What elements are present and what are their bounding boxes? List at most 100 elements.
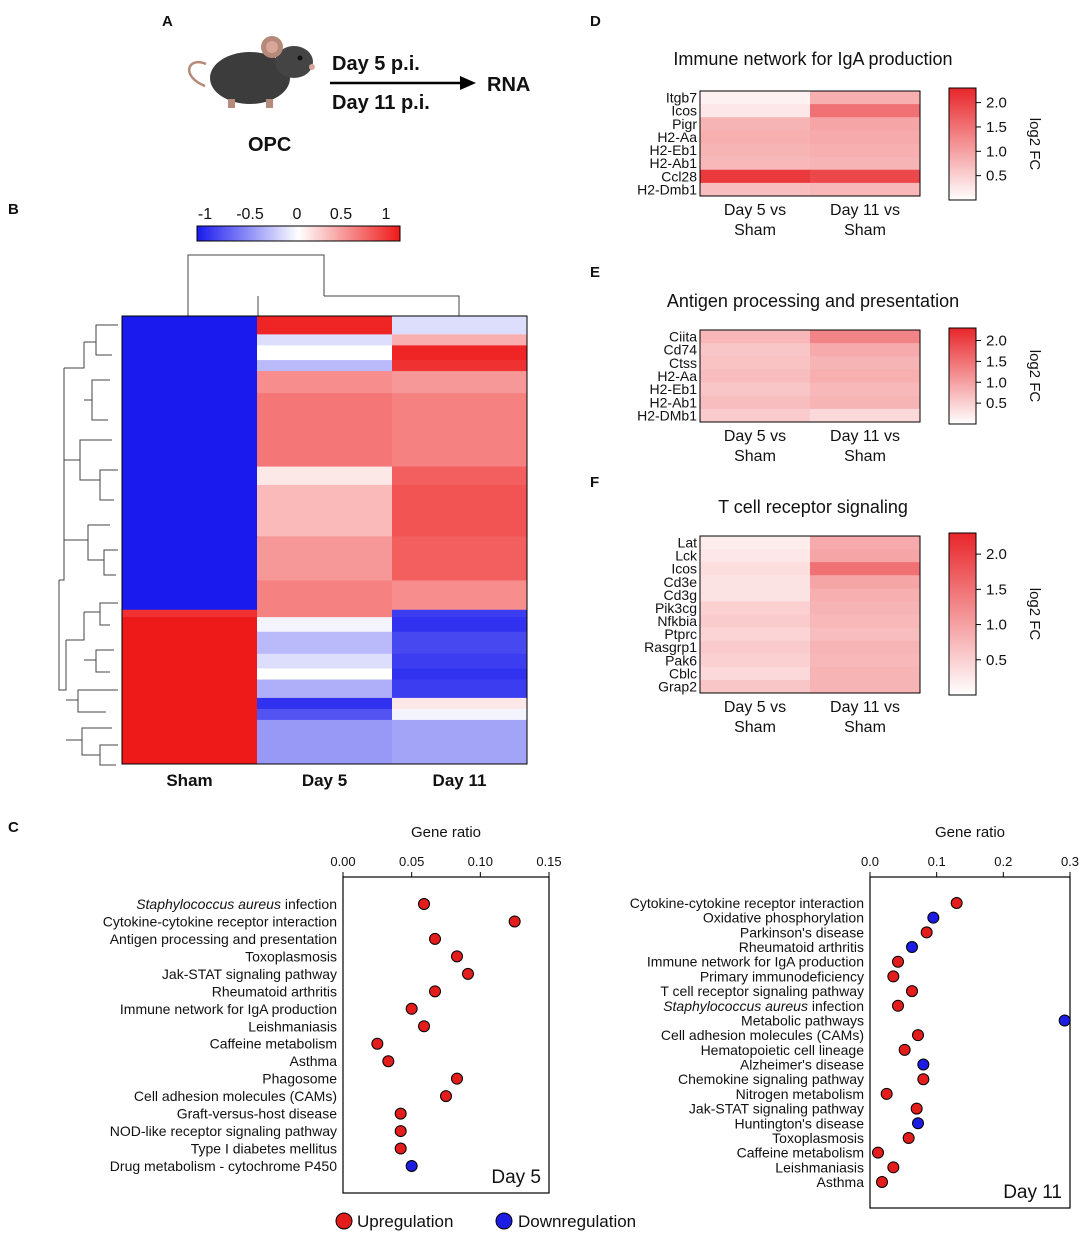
heatmap-cell <box>700 169 811 184</box>
heatmap-column-label: Day 11 vs Sham <box>830 428 900 465</box>
dotplot-point <box>912 1117 924 1130</box>
heatmap-cell <box>700 627 811 642</box>
dotplot-category-label: Metabolic pathways <box>741 1012 864 1028</box>
heatmap-b-cell <box>257 334 393 346</box>
heatmap-cell <box>810 382 921 397</box>
heatmap-b-cell <box>392 580 528 611</box>
rna-label: RNA <box>487 74 530 96</box>
heatmap-cell <box>700 536 811 550</box>
heatmap-cell <box>810 91 921 105</box>
heatmap-b-cell <box>122 484 258 537</box>
dotplot-point <box>876 1176 888 1188</box>
heatmap-row-label: H2-Aa <box>657 129 697 145</box>
heatmap-row-label: Ccl28 <box>661 168 697 184</box>
dotplot-category-label: Cell adhesion molecules (CAMs) <box>134 1088 337 1104</box>
dotplot-category-label: Leishmaniasis <box>775 1159 864 1175</box>
heatmap-cell <box>810 627 921 642</box>
panel-e-letter: E <box>590 264 600 281</box>
heatmap-cell <box>810 369 921 383</box>
heatmap-b-cell <box>122 360 258 372</box>
dotplot-point <box>910 1102 923 1115</box>
heatmap-row-label: Lat <box>678 535 698 551</box>
heatmap-title: Antigen processing and presentation <box>667 291 959 311</box>
dotplot-category-label: Immune network for IgA production <box>647 954 864 970</box>
heatmap-colorbar-tick-label: 1.0 <box>986 617 1007 634</box>
heatmap-b-cell <box>122 334 258 346</box>
heatmap-row-label: Pik3cg <box>655 600 697 616</box>
dotplot-point <box>440 1090 452 1103</box>
dotplot-category-label: Huntington's disease <box>734 1115 864 1131</box>
heatmap-border <box>699 535 921 694</box>
heatmap-cell <box>700 395 811 410</box>
heatmap-b-cell <box>122 708 258 721</box>
dotplot-category-label: Immune network for IgA production <box>120 1001 337 1017</box>
heatmap-row-label: Ctss <box>669 355 697 371</box>
dotplot-point <box>405 1160 418 1172</box>
dotplot-category-label: Antigen processing and presentation <box>110 931 337 947</box>
heatmap-cell <box>810 601 921 615</box>
dotplot-xlabel: Gene ratio <box>935 824 1005 841</box>
heatmap-b-cell <box>257 536 393 581</box>
heatmap-b-cell <box>257 668 393 681</box>
dotplot-point <box>429 932 442 945</box>
dotplot-tick-label: 0.2 <box>994 854 1012 869</box>
heatmap-b-cell <box>122 580 258 611</box>
dotplot-category-label: Primary immunodeficiency <box>700 968 864 984</box>
dotplot-category-label: Alzheimer's disease <box>740 1057 864 1073</box>
heatmap-cell <box>700 156 811 171</box>
dotplot-point <box>927 911 940 924</box>
heatmap-cell <box>700 182 811 197</box>
heatmap-row-label: Pak6 <box>665 652 697 668</box>
heatmap-b-cell <box>257 316 393 335</box>
heatmap-title: T cell receptor signaling <box>718 497 908 517</box>
colorbar-tick-label: -1 <box>198 206 212 223</box>
heatmap-row-label: Grap2 <box>658 678 697 694</box>
heatmap-column-label: Day 5 vs Sham <box>724 428 786 465</box>
dotplot-xlabel: Gene ratio <box>411 824 481 841</box>
legend-down-marker <box>495 1212 513 1230</box>
heatmap-cell <box>700 614 811 628</box>
heatmap-b-cell <box>257 653 393 670</box>
heatmap-colorbar-tick-label: 1.0 <box>986 374 1007 391</box>
heatmap-b-cell <box>122 536 258 581</box>
heatmap-cell <box>810 104 921 118</box>
heatmap-cell <box>810 156 921 171</box>
panel-c-letter: C <box>8 819 19 836</box>
heatmap-cell <box>700 408 811 423</box>
dotplot-category-label: Graft-versus-host disease <box>177 1106 337 1122</box>
heatmap-cell <box>700 104 811 118</box>
heatmap-cell <box>700 382 811 397</box>
heatmap-b-cell <box>122 697 258 710</box>
heatmap-b-column-label: Day 5 <box>302 771 347 790</box>
heatmap-b-cell <box>257 679 393 699</box>
dotplot-point <box>450 1072 463 1085</box>
dotplot-frame <box>342 876 550 1194</box>
dotplot-point <box>887 1161 900 1174</box>
heatmap-b-cell <box>257 345 393 361</box>
dotplot-category-label: Rheumatoid arthritis <box>212 983 337 999</box>
dotplot-point <box>1058 1014 1071 1027</box>
heatmap-row-label: H2-Aa <box>657 368 697 384</box>
heatmap-colorbar-tick-label: 1.0 <box>986 143 1007 160</box>
dotplot-day11: Gene ratio 0.0 0.1 0.2 0.3 Cytokine-cytokine … <box>630 824 1079 1209</box>
heatmap-b-cell <box>392 536 528 581</box>
heatmap-column-label: Day 5 vs Sham <box>724 202 786 239</box>
heatmap-row-label: Cblc <box>669 665 697 681</box>
heatmap-cell <box>810 640 921 655</box>
heatmap-b-cell <box>257 697 393 710</box>
heatmap-cell <box>810 395 921 410</box>
dotplot-point <box>917 1073 930 1086</box>
column-dendrogram <box>187 254 460 316</box>
dotplot-category-label: Leishmaniasis <box>248 1018 337 1034</box>
heatmap-cell <box>700 588 811 602</box>
heatmap-b-cell <box>257 719 393 765</box>
heatmap-b-cell <box>122 653 258 670</box>
timepoint-2-label: Day 11 p.i. <box>332 92 430 114</box>
heatmap-b-cell <box>122 679 258 699</box>
heatmap-b-cell <box>392 679 528 699</box>
heatmap-row-label: Icos <box>671 103 697 119</box>
heatmap-cell <box>700 666 811 681</box>
heatmap-colorbar-tick-label: 1.5 <box>986 353 1007 370</box>
legend: Upregulation Downregulation <box>335 1212 636 1231</box>
heatmap-f: T cell receptor signalingLatLckIcosCd3eC… <box>644 497 1043 736</box>
